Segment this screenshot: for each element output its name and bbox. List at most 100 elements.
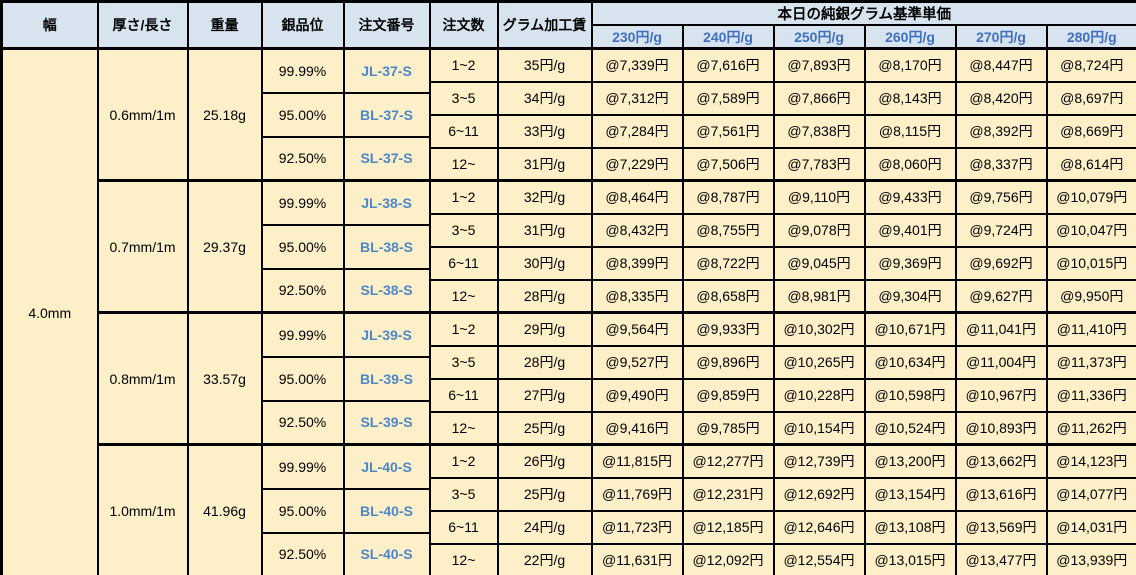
purity-cell: 92.50%: [260, 135, 345, 182]
unit-price-cell: @10,302円: [772, 311, 866, 347]
unit-price-cell: @8,755円: [681, 212, 775, 248]
unit-price-cell: @10,524円: [863, 410, 957, 446]
unit-price-cell: @7,616円: [681, 47, 775, 83]
unit-price-cell: @14,123円: [1045, 443, 1136, 479]
unit-price-cell: @10,079円: [1045, 179, 1136, 215]
unit-price-cell: @7,339円: [590, 47, 684, 83]
gram-fee-cell: 29円/g: [496, 311, 593, 347]
unit-price-cell: @9,692円: [954, 245, 1048, 281]
unit-price-cell: @13,154円: [863, 476, 957, 512]
unit-price-cell: @10,015円: [1045, 245, 1136, 281]
order-code-cell: BL-39-S: [342, 355, 431, 402]
unit-price-cell: @11,373円: [1045, 344, 1136, 380]
unit-price-cell: @8,335円: [590, 278, 684, 314]
unit-price-cell: @7,561円: [681, 113, 775, 149]
col-header-purity: 銀品位: [260, 0, 345, 50]
body-subrow: 4.0mm 0.6mm/1m 25.18g 99.99% JL-37-S 1~2 35円/g…: [0, 47, 1136, 575]
body-subrow: 1.0mm/1m 41.96g 99.99% JL-40-S 1~2 26円/g @11,8…: [2, 443, 1136, 575]
weight-cell: 41.96g: [186, 443, 263, 575]
unit-price-cell: @9,045円: [772, 245, 866, 281]
purity-cell: 99.99%: [260, 179, 345, 226]
unit-price-cell: @10,967円: [954, 377, 1048, 413]
weight-cell: 25.18g: [186, 47, 263, 182]
unit-price-cell: @11,410円: [1045, 311, 1136, 347]
unit-price-cell: @8,432円: [590, 212, 684, 248]
unit-price-cell: @9,950円: [1045, 278, 1136, 314]
unit-price-cell: @10,047円: [1045, 212, 1136, 248]
unit-price-cell: @8,981円: [772, 278, 866, 314]
unit-price-cell: @12,092円: [681, 542, 775, 575]
gram-fee-cell: 31円/g: [496, 212, 593, 248]
unit-price-cell: @8,669円: [1045, 113, 1136, 149]
body-subrow: 92.50% SL-38-S: [2, 267, 1136, 314]
unit-price-cell: @12,554円: [772, 542, 866, 575]
unit-price-cell: @7,893円: [772, 47, 866, 83]
unit-price-cell: @8,337円: [954, 146, 1048, 182]
purity-cell: 92.50%: [260, 531, 345, 575]
unit-price-cell: @8,420円: [954, 80, 1048, 116]
unit-price-cell: @9,401円: [863, 212, 957, 248]
unit-price-cell: @12,692円: [772, 476, 866, 512]
unit-price-cell: @9,369円: [863, 245, 957, 281]
order-qty-cell: 1~2: [428, 47, 499, 83]
unit-price-cell: @13,015円: [863, 542, 957, 575]
unit-price-cell: @10,671円: [863, 311, 957, 347]
unit-price-cell: @9,527円: [590, 344, 684, 380]
unit-price-cell: @11,262円: [1045, 410, 1136, 446]
unit-price-cell: @8,060円: [863, 146, 957, 182]
price-col-header: 280円/g: [1045, 24, 1136, 50]
unit-price-cell: @12,646円: [772, 509, 866, 545]
price-col-header: 250円/g: [772, 24, 866, 50]
unit-price-cell: @13,616円: [954, 476, 1048, 512]
order-qty-cell: 12~: [428, 542, 499, 575]
gram-fee-cell: 30円/g: [496, 245, 593, 281]
purity-cell: 92.50%: [260, 399, 345, 446]
unit-price-cell: @12,231円: [681, 476, 775, 512]
unit-price-cell: @13,939円: [1045, 542, 1136, 575]
header-row-1: 幅厚さ/長さ 重量 銀品位 注文番号 注文数 グラム加工賃 本日の純銀グラム基準単価: [0, 0, 1136, 50]
unit-price-cell: @12,277円: [681, 443, 775, 479]
body-subrow: 95.00% BL-40-S: [2, 487, 1136, 534]
col-header-order-number: 注文番号: [342, 0, 431, 50]
body-subrow: 0.7mm/1m 29.37g 99.99% JL-38-S 1~2 32円/g @8,46…: [2, 179, 1136, 314]
order-qty-cell: 6~11: [428, 377, 499, 413]
body-subrow: 95.00% BL-38-S: [2, 223, 1136, 270]
unit-price-cell: @10,265円: [772, 344, 866, 380]
order-qty-cell: 3~5: [428, 344, 499, 380]
body-subrow: 95.00% BL-39-S: [2, 355, 1136, 402]
order-code-cell: SL-37-S: [342, 135, 431, 182]
order-qty-cell: 12~: [428, 146, 499, 182]
unit-price-cell: @13,200円: [863, 443, 957, 479]
order-code-cell: BL-40-S: [342, 487, 431, 534]
unit-price-cell: @9,564円: [590, 311, 684, 347]
order-code-cell: BL-38-S: [342, 223, 431, 270]
order-qty-cell: 3~5: [428, 212, 499, 248]
price-col-header: 230円/g: [590, 24, 684, 50]
unit-price-cell: @9,859円: [681, 377, 775, 413]
body-subrow: 6~11 33円/g @7,284円 @7,561円 @7,838円 @8,115円 @8,…: [2, 113, 1136, 149]
gram-fee-cell: 26円/g: [496, 443, 593, 479]
body-subrow: 3~5 31円/g @8,432円 @8,755円 @9,078円 @9,401円 @9,7…: [2, 212, 1136, 248]
unit-price-cell: @8,392円: [954, 113, 1048, 149]
unit-price-cell: @10,598円: [863, 377, 957, 413]
order-qty-cell: 3~5: [428, 476, 499, 512]
unit-price-cell: @9,756円: [954, 179, 1048, 215]
unit-price-cell: @8,722円: [681, 245, 775, 281]
order-qty-cell: 12~: [428, 278, 499, 314]
unit-price-cell: @8,697円: [1045, 80, 1136, 116]
unit-price-cell: @11,769円: [590, 476, 684, 512]
order-qty-cell: 6~11: [428, 509, 499, 545]
unit-price-cell: @10,154円: [772, 410, 866, 446]
order-code-cell: SL-40-S: [342, 531, 431, 575]
unit-price-cell: @7,312円: [590, 80, 684, 116]
purity-cell: 99.99%: [260, 47, 345, 94]
gram-fee-cell: 34円/g: [496, 80, 593, 116]
unit-price-cell: @7,506円: [681, 146, 775, 182]
unit-price-cell: @13,569円: [954, 509, 1048, 545]
gram-fee-cell: 28円/g: [496, 278, 593, 314]
body-subrow: 95.00% BL-37-S: [2, 91, 1136, 138]
body-subrow: 92.50% SL-37-S: [2, 135, 1136, 182]
unit-price-cell: @7,783円: [772, 146, 866, 182]
